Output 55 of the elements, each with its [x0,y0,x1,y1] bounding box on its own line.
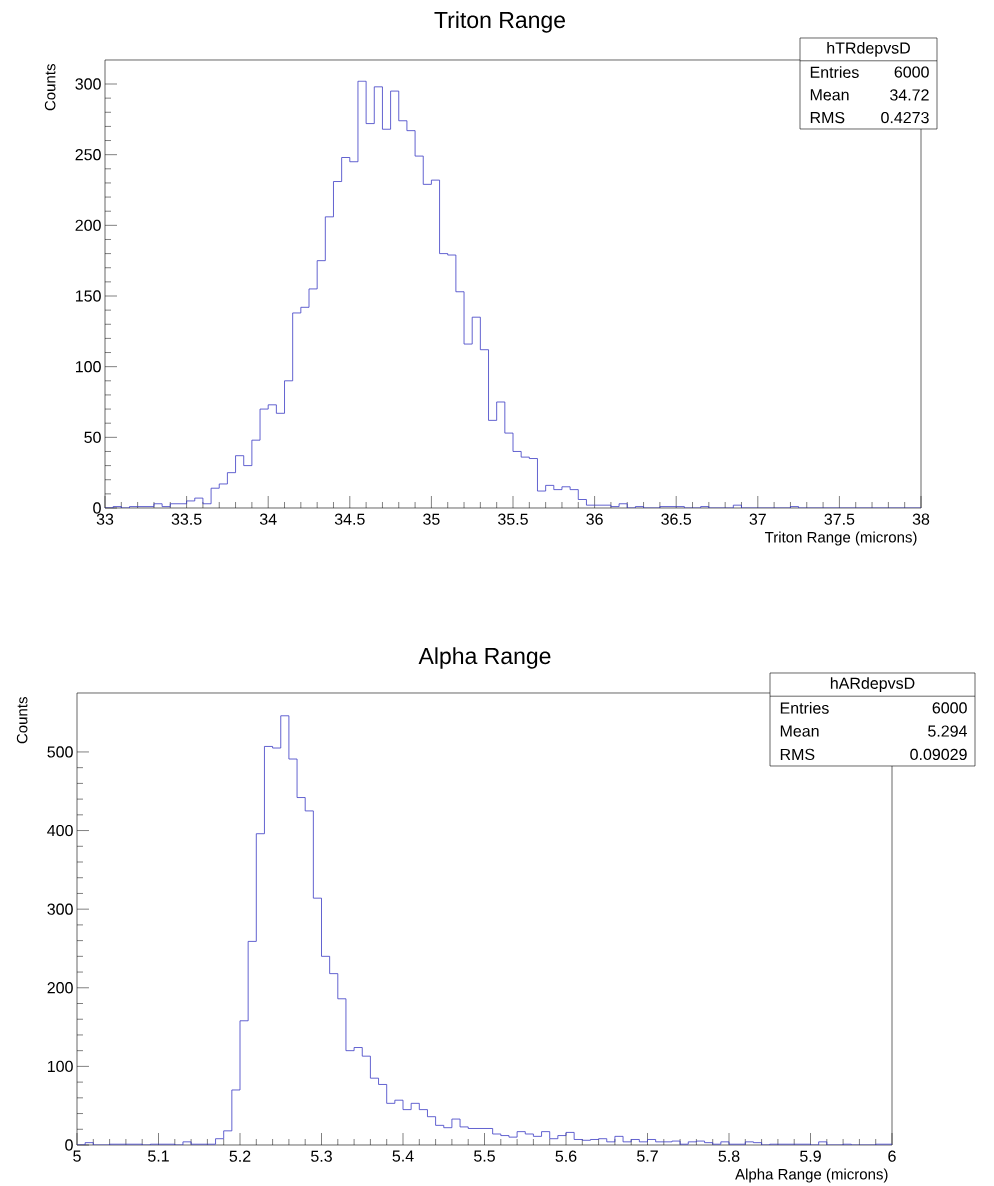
y-tick-label: 100 [75,361,101,373]
x-tick-label: 5.4 [392,1150,414,1162]
y-tick-label: 200 [75,219,101,231]
x-tick-label: 5.3 [311,1150,332,1162]
y-tick-label: 150 [75,290,101,302]
y-tick-label: 250 [75,149,101,161]
x-tick-label: 6 [888,1150,896,1162]
annotation: 34.72 [890,89,929,101]
x-tick-label: 5.1 [148,1150,169,1162]
text: 5.294 [928,725,967,737]
x-axis-title: Triton Range (microns) [764,531,917,546]
y-tick-label: 200 [47,982,73,994]
y-tick-label: 500 [47,746,73,758]
x-tick-label: 38 [912,513,930,525]
x-tick-label: 5.2 [229,1150,251,1162]
annotation: Mean [780,725,819,737]
text: hARdepvsD [830,677,915,693]
x-tick-label: 36.5 [661,513,692,525]
chart-title: Alpha Range [418,647,551,669]
x-tick-label: 37.5 [824,513,855,525]
y-tick-label: 0 [65,1139,73,1151]
x-tick-label: 5.9 [800,1150,821,1162]
x-tick-label: 36 [586,513,603,525]
x-tick-label: 35.5 [498,513,528,525]
x-tick-label: 33 [96,513,114,525]
y-tick-label: 0 [93,502,101,514]
x-axis-title: Alpha Range (microns) [735,1168,888,1183]
x-tick-label: 34.5 [334,513,365,525]
x-tick-label: 5.6 [555,1150,577,1162]
x-tick-label: 5 [73,1150,81,1162]
x-tick-label: 5.5 [474,1150,495,1162]
y-axis-title: Counts [16,697,28,744]
annotation: RMS [810,111,845,124]
annotation: RMS [780,748,815,761]
chart-title: Triton Range [434,11,566,33]
x-tick-label: 5.7 [637,1150,658,1162]
annotation: Entries [810,66,859,78]
y-tick-label: 300 [75,78,101,90]
text: hTRdepvsD [827,41,910,57]
text: 6000 [932,702,967,714]
y-tick-label: 100 [47,1060,73,1073]
annotation: Mean [810,89,849,101]
annotation: Entries [780,702,829,714]
x-tick-label: 33.5 [171,513,202,525]
y-tick-label: 50 [84,431,101,443]
x-tick-label: 37 [749,513,766,525]
y-tick-label: 400 [47,824,73,837]
annotation: 6000 [894,66,929,78]
y-axis-title: Counts [44,64,56,111]
x-tick-label: 5.8 [718,1150,740,1162]
y-tick-label: 300 [47,903,73,915]
annotation: 0.4273 [881,111,929,124]
text: 0.09029 [910,748,967,761]
x-tick-label: 34 [259,513,277,525]
x-tick-label: 35 [423,513,440,525]
